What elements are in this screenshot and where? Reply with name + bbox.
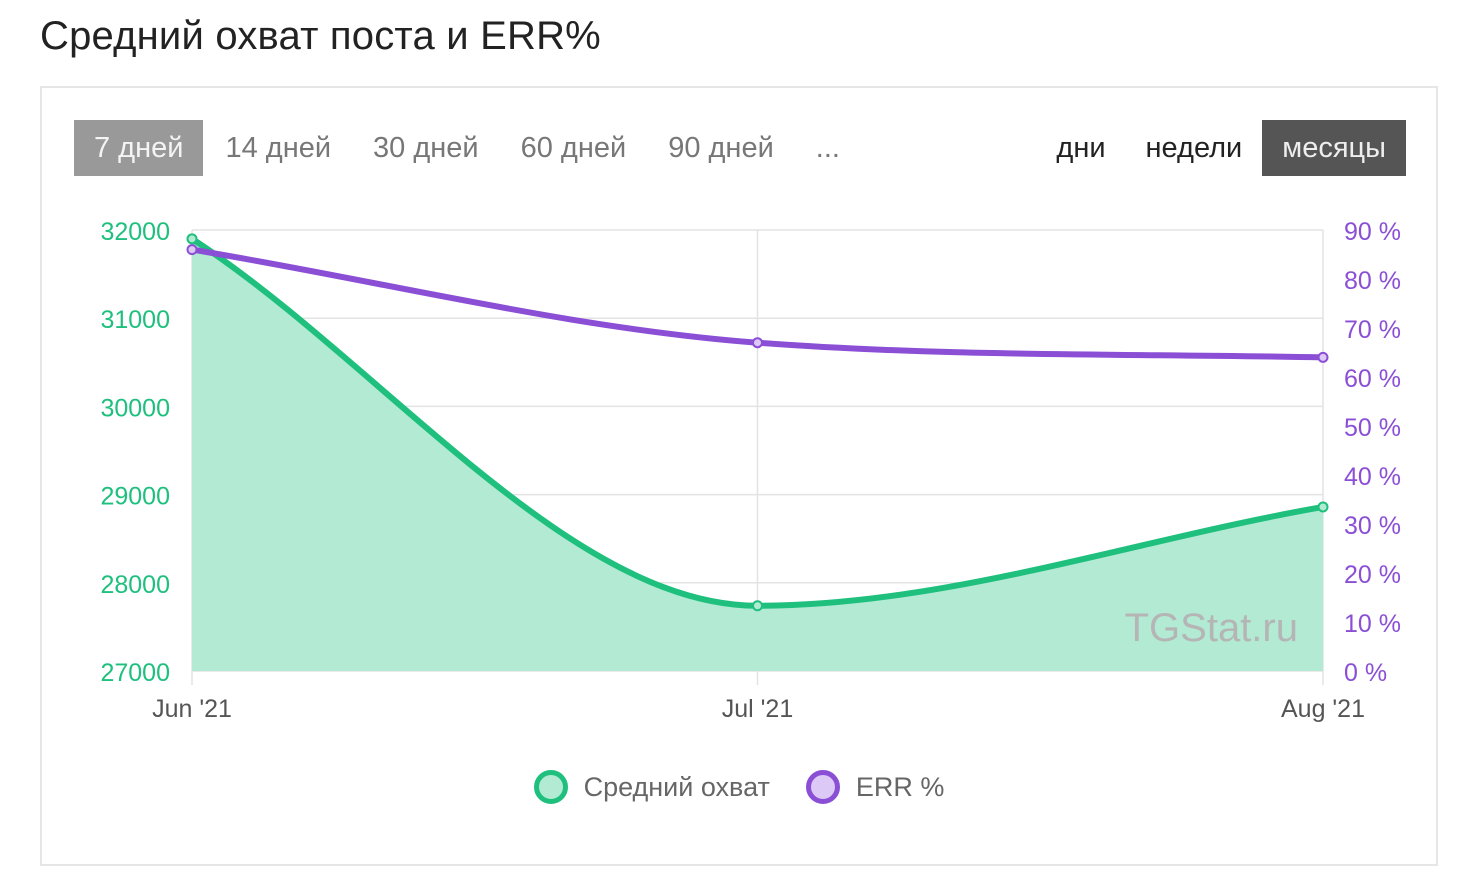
range-90-days-button[interactable]: 90 дней [648, 120, 794, 176]
x-tick-label: Jul '21 [722, 695, 793, 723]
reach-data-point[interactable] [1317, 501, 1329, 513]
watermark-text: TGStat.ru [1125, 606, 1298, 650]
y-left-tick-label: 28000 [100, 571, 170, 599]
chart-panel: 7 дней 14 дней 30 дней 60 дней 90 дней .… [40, 86, 1438, 866]
legend-item-reach[interactable]: Средний охват [533, 770, 770, 804]
y-right-tick-label: 80 % [1344, 267, 1401, 295]
legend-swatch-err [805, 770, 840, 804]
range-7-days-button[interactable]: 7 дней [74, 120, 204, 176]
y-right-tick-label: 90 % [1344, 218, 1401, 246]
y-left-tick-label: 30000 [100, 394, 170, 422]
granularity-weeks-button[interactable]: недели [1126, 120, 1263, 176]
reach-data-point[interactable] [186, 233, 198, 245]
y-right-tick-label: 60 % [1344, 365, 1401, 393]
x-tick-label: Jun '21 [152, 695, 232, 723]
y-left-tick-label: 32000 [100, 218, 170, 246]
granularity-selector: дни недели месяцы [1036, 120, 1406, 176]
y-left-tick-label: 29000 [100, 483, 170, 511]
reach-data-point[interactable] [752, 600, 763, 612]
legend-label-err: ERR % [855, 771, 945, 802]
range-60-days-button[interactable]: 60 дней [501, 120, 647, 176]
range-14-days-button[interactable]: 14 дней [205, 120, 351, 176]
chart-canvas[interactable]: 27000 28000 29000 30000 31000 32000 0 % 10 % 20 … [42, 88, 1438, 768]
err-data-point[interactable] [1317, 351, 1329, 363]
chart-legend: Средний охват ERR % [42, 770, 1436, 804]
granularity-days-button[interactable]: дни [1036, 120, 1125, 176]
y-left-tick-label: 31000 [100, 306, 170, 334]
y-right-tick-label: 40 % [1344, 463, 1401, 491]
legend-label-reach: Средний охват [583, 771, 770, 802]
y-right-tick-label: 20 % [1344, 561, 1401, 589]
y-right-tick-label: 70 % [1344, 316, 1401, 344]
granularity-months-button[interactable]: месяцы [1262, 120, 1406, 176]
range-more-button[interactable]: ... [796, 120, 860, 176]
x-tick-label: Aug '21 [1281, 695, 1365, 723]
err-data-point[interactable] [186, 244, 198, 256]
y-right-tick-label: 50 % [1344, 414, 1401, 442]
err-data-point[interactable] [752, 337, 763, 349]
legend-swatch-reach [533, 770, 568, 804]
range-selector: 7 дней 14 дней 30 дней 60 дней 90 дней .… [74, 120, 862, 176]
y-right-tick-label: 30 % [1344, 512, 1401, 540]
y-right-tick-label: 0 % [1344, 659, 1387, 687]
reach-area [192, 238, 1323, 671]
page-title: Средний охват поста и ERR% [40, 14, 601, 58]
y-left-tick-label: 27000 [100, 659, 170, 687]
y-right-tick-label: 10 % [1344, 610, 1401, 638]
range-30-days-button[interactable]: 30 дней [353, 120, 499, 176]
legend-item-err[interactable]: ERR % [805, 770, 945, 804]
